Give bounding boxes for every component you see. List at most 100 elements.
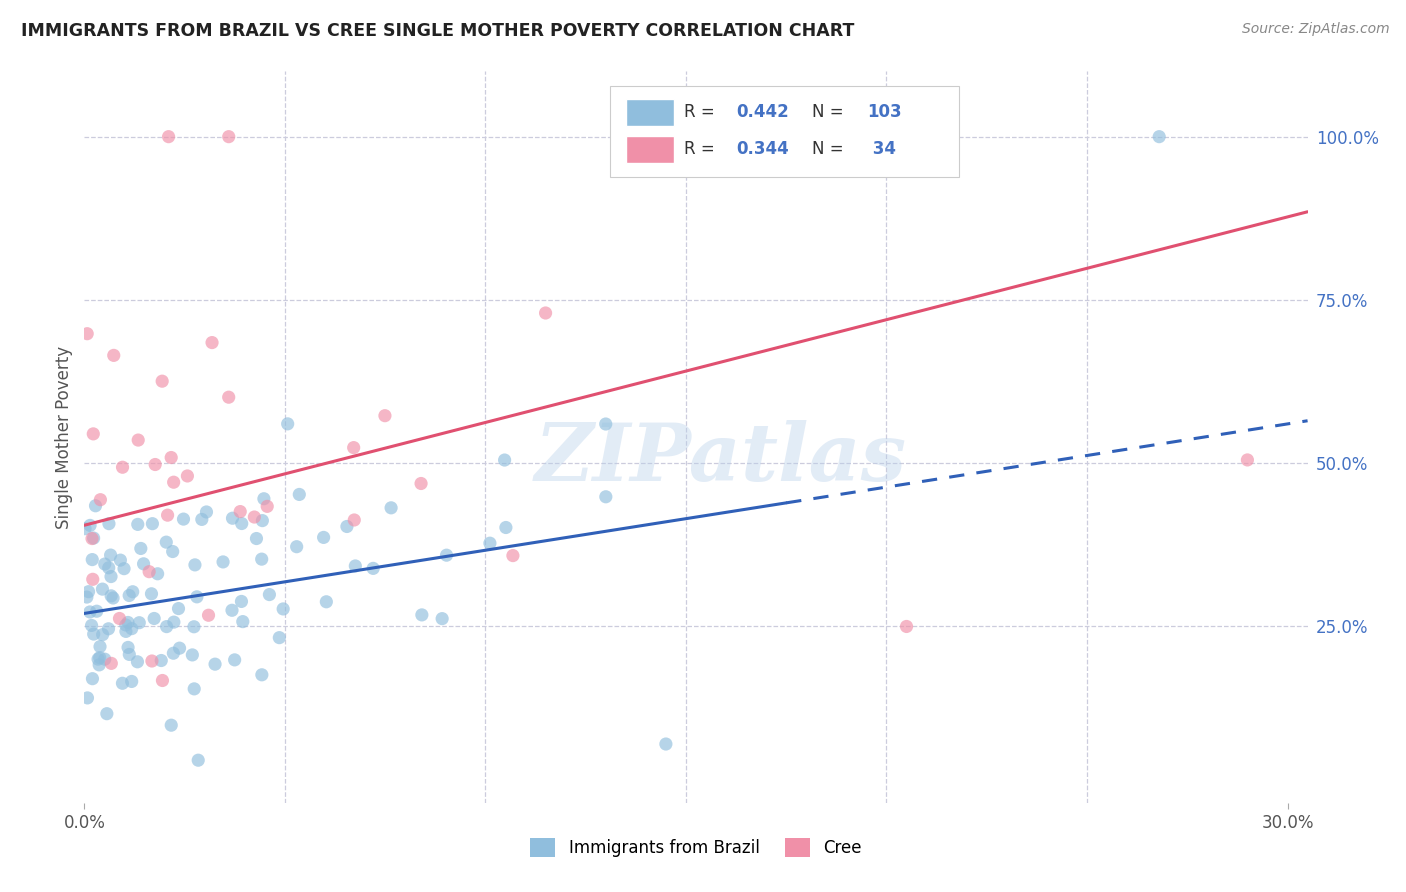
Point bbox=[229, 505, 252, 519]
Point bbox=[411, 607, 433, 622]
Point bbox=[117, 640, 139, 655]
Point bbox=[231, 516, 253, 531]
Point bbox=[97, 622, 120, 636]
Point bbox=[118, 589, 141, 603]
Point bbox=[96, 706, 118, 721]
Point bbox=[896, 619, 918, 633]
Point bbox=[162, 646, 184, 660]
Point bbox=[197, 608, 219, 623]
Text: 34: 34 bbox=[868, 140, 896, 158]
Point bbox=[312, 530, 335, 544]
Text: Source: ZipAtlas.com: Source: ZipAtlas.com bbox=[1241, 22, 1389, 37]
Point bbox=[121, 622, 143, 636]
Point bbox=[231, 594, 253, 608]
Point bbox=[110, 553, 132, 567]
Point bbox=[259, 588, 281, 602]
Point bbox=[83, 627, 105, 641]
Point bbox=[271, 602, 294, 616]
Point bbox=[253, 491, 276, 506]
Point bbox=[100, 657, 122, 671]
Point bbox=[94, 652, 117, 666]
Point bbox=[129, 541, 152, 556]
Point bbox=[132, 557, 155, 571]
Point bbox=[288, 487, 311, 501]
Point bbox=[100, 589, 122, 603]
Point bbox=[89, 640, 111, 654]
Point bbox=[183, 681, 205, 696]
Point bbox=[184, 558, 207, 572]
Point bbox=[181, 648, 204, 662]
Legend: Immigrants from Brazil, Cree: Immigrants from Brazil, Cree bbox=[524, 831, 868, 864]
Point bbox=[163, 475, 186, 490]
Point bbox=[285, 540, 308, 554]
Point bbox=[1147, 129, 1170, 144]
Point bbox=[127, 655, 149, 669]
Point bbox=[82, 672, 104, 686]
Text: R =: R = bbox=[683, 103, 720, 121]
Point bbox=[252, 514, 274, 528]
Point bbox=[595, 417, 617, 431]
Point bbox=[141, 654, 163, 668]
Point bbox=[103, 348, 125, 362]
Point bbox=[204, 657, 226, 672]
Point bbox=[143, 458, 166, 472]
Point bbox=[80, 532, 103, 546]
Point bbox=[100, 548, 122, 562]
Text: 0.442: 0.442 bbox=[737, 103, 789, 121]
Point bbox=[101, 591, 124, 605]
Point bbox=[409, 476, 432, 491]
Point bbox=[436, 548, 458, 562]
Point bbox=[315, 595, 337, 609]
Point bbox=[1236, 453, 1258, 467]
Point bbox=[117, 615, 139, 630]
Point bbox=[221, 511, 243, 525]
Text: N =: N = bbox=[813, 140, 849, 158]
Point bbox=[162, 544, 184, 558]
Point bbox=[243, 510, 266, 524]
Point bbox=[115, 624, 138, 639]
Point bbox=[155, 619, 177, 633]
Point bbox=[150, 653, 173, 667]
Point bbox=[160, 718, 183, 732]
Point bbox=[336, 519, 359, 533]
Point bbox=[89, 492, 111, 507]
Point bbox=[91, 582, 114, 596]
Point bbox=[221, 603, 243, 617]
Point bbox=[224, 653, 246, 667]
FancyBboxPatch shape bbox=[610, 86, 959, 178]
Point bbox=[176, 469, 198, 483]
Point bbox=[250, 552, 273, 566]
Point bbox=[655, 737, 678, 751]
Text: 103: 103 bbox=[868, 103, 901, 121]
Point bbox=[77, 584, 100, 599]
Point bbox=[112, 562, 135, 576]
Point bbox=[82, 426, 104, 441]
Point bbox=[343, 513, 366, 527]
Point bbox=[374, 409, 396, 423]
Point bbox=[183, 620, 205, 634]
Point bbox=[118, 648, 141, 662]
Y-axis label: Single Mother Poverty: Single Mother Poverty bbox=[55, 345, 73, 529]
Point bbox=[201, 335, 224, 350]
Point bbox=[187, 753, 209, 767]
Point bbox=[169, 641, 191, 656]
Point bbox=[83, 531, 105, 545]
Point bbox=[86, 604, 108, 618]
Point bbox=[127, 517, 149, 532]
Point bbox=[344, 558, 367, 573]
Point bbox=[79, 518, 101, 533]
Point bbox=[121, 674, 143, 689]
Text: 0.344: 0.344 bbox=[737, 140, 789, 158]
Point bbox=[152, 673, 174, 688]
Point bbox=[127, 433, 149, 447]
Point bbox=[343, 441, 366, 455]
Text: R =: R = bbox=[683, 140, 720, 158]
Point bbox=[138, 565, 160, 579]
Point bbox=[218, 129, 240, 144]
Point bbox=[121, 584, 143, 599]
Point bbox=[495, 520, 517, 534]
Point bbox=[250, 667, 273, 681]
Point bbox=[150, 374, 173, 388]
Point bbox=[146, 566, 169, 581]
Point bbox=[73, 522, 96, 536]
